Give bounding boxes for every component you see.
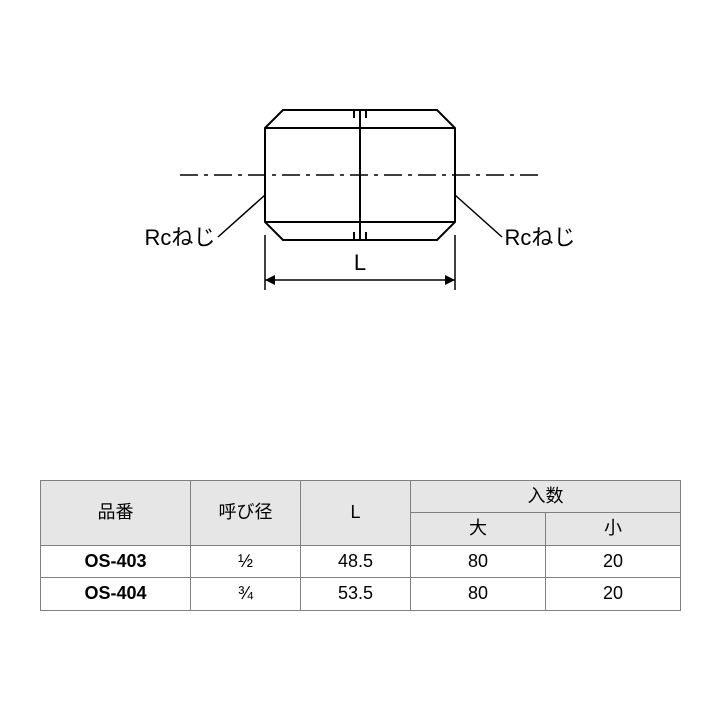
cell-small: 20 (546, 578, 681, 610)
cell-part-no: OS-404 (41, 578, 191, 610)
table-row: OS-403½48.58020 (41, 545, 681, 577)
cell-L: 48.5 (301, 545, 411, 577)
spec-table-container: 品番 呼び径 L 入数 大 小 OS-403½48.58020OS-404¾53… (40, 480, 680, 611)
header-nominal: 呼び径 (191, 481, 301, 546)
svg-text:Rcねじ: Rcねじ (145, 225, 216, 250)
cell-small: 20 (546, 545, 681, 577)
cell-big: 80 (411, 578, 546, 610)
cell-nominal: ½ (191, 545, 301, 577)
header-qty: 入数 (411, 481, 681, 513)
cell-L: 53.5 (301, 578, 411, 610)
cell-big: 80 (411, 545, 546, 577)
svg-text:L: L (354, 250, 366, 275)
table-row: OS-404¾53.58020 (41, 578, 681, 610)
header-L: L (301, 481, 411, 546)
header-small: 小 (546, 513, 681, 545)
header-big: 大 (411, 513, 546, 545)
technical-diagram: Rcねじ Rcねじ L (120, 80, 600, 340)
spec-table: 品番 呼び径 L 入数 大 小 OS-403½48.58020OS-404¾53… (40, 480, 681, 611)
cell-nominal: ¾ (191, 578, 301, 610)
header-part-no: 品番 (41, 481, 191, 546)
svg-text:Rcねじ: Rcねじ (505, 225, 576, 250)
cell-part-no: OS-403 (41, 545, 191, 577)
